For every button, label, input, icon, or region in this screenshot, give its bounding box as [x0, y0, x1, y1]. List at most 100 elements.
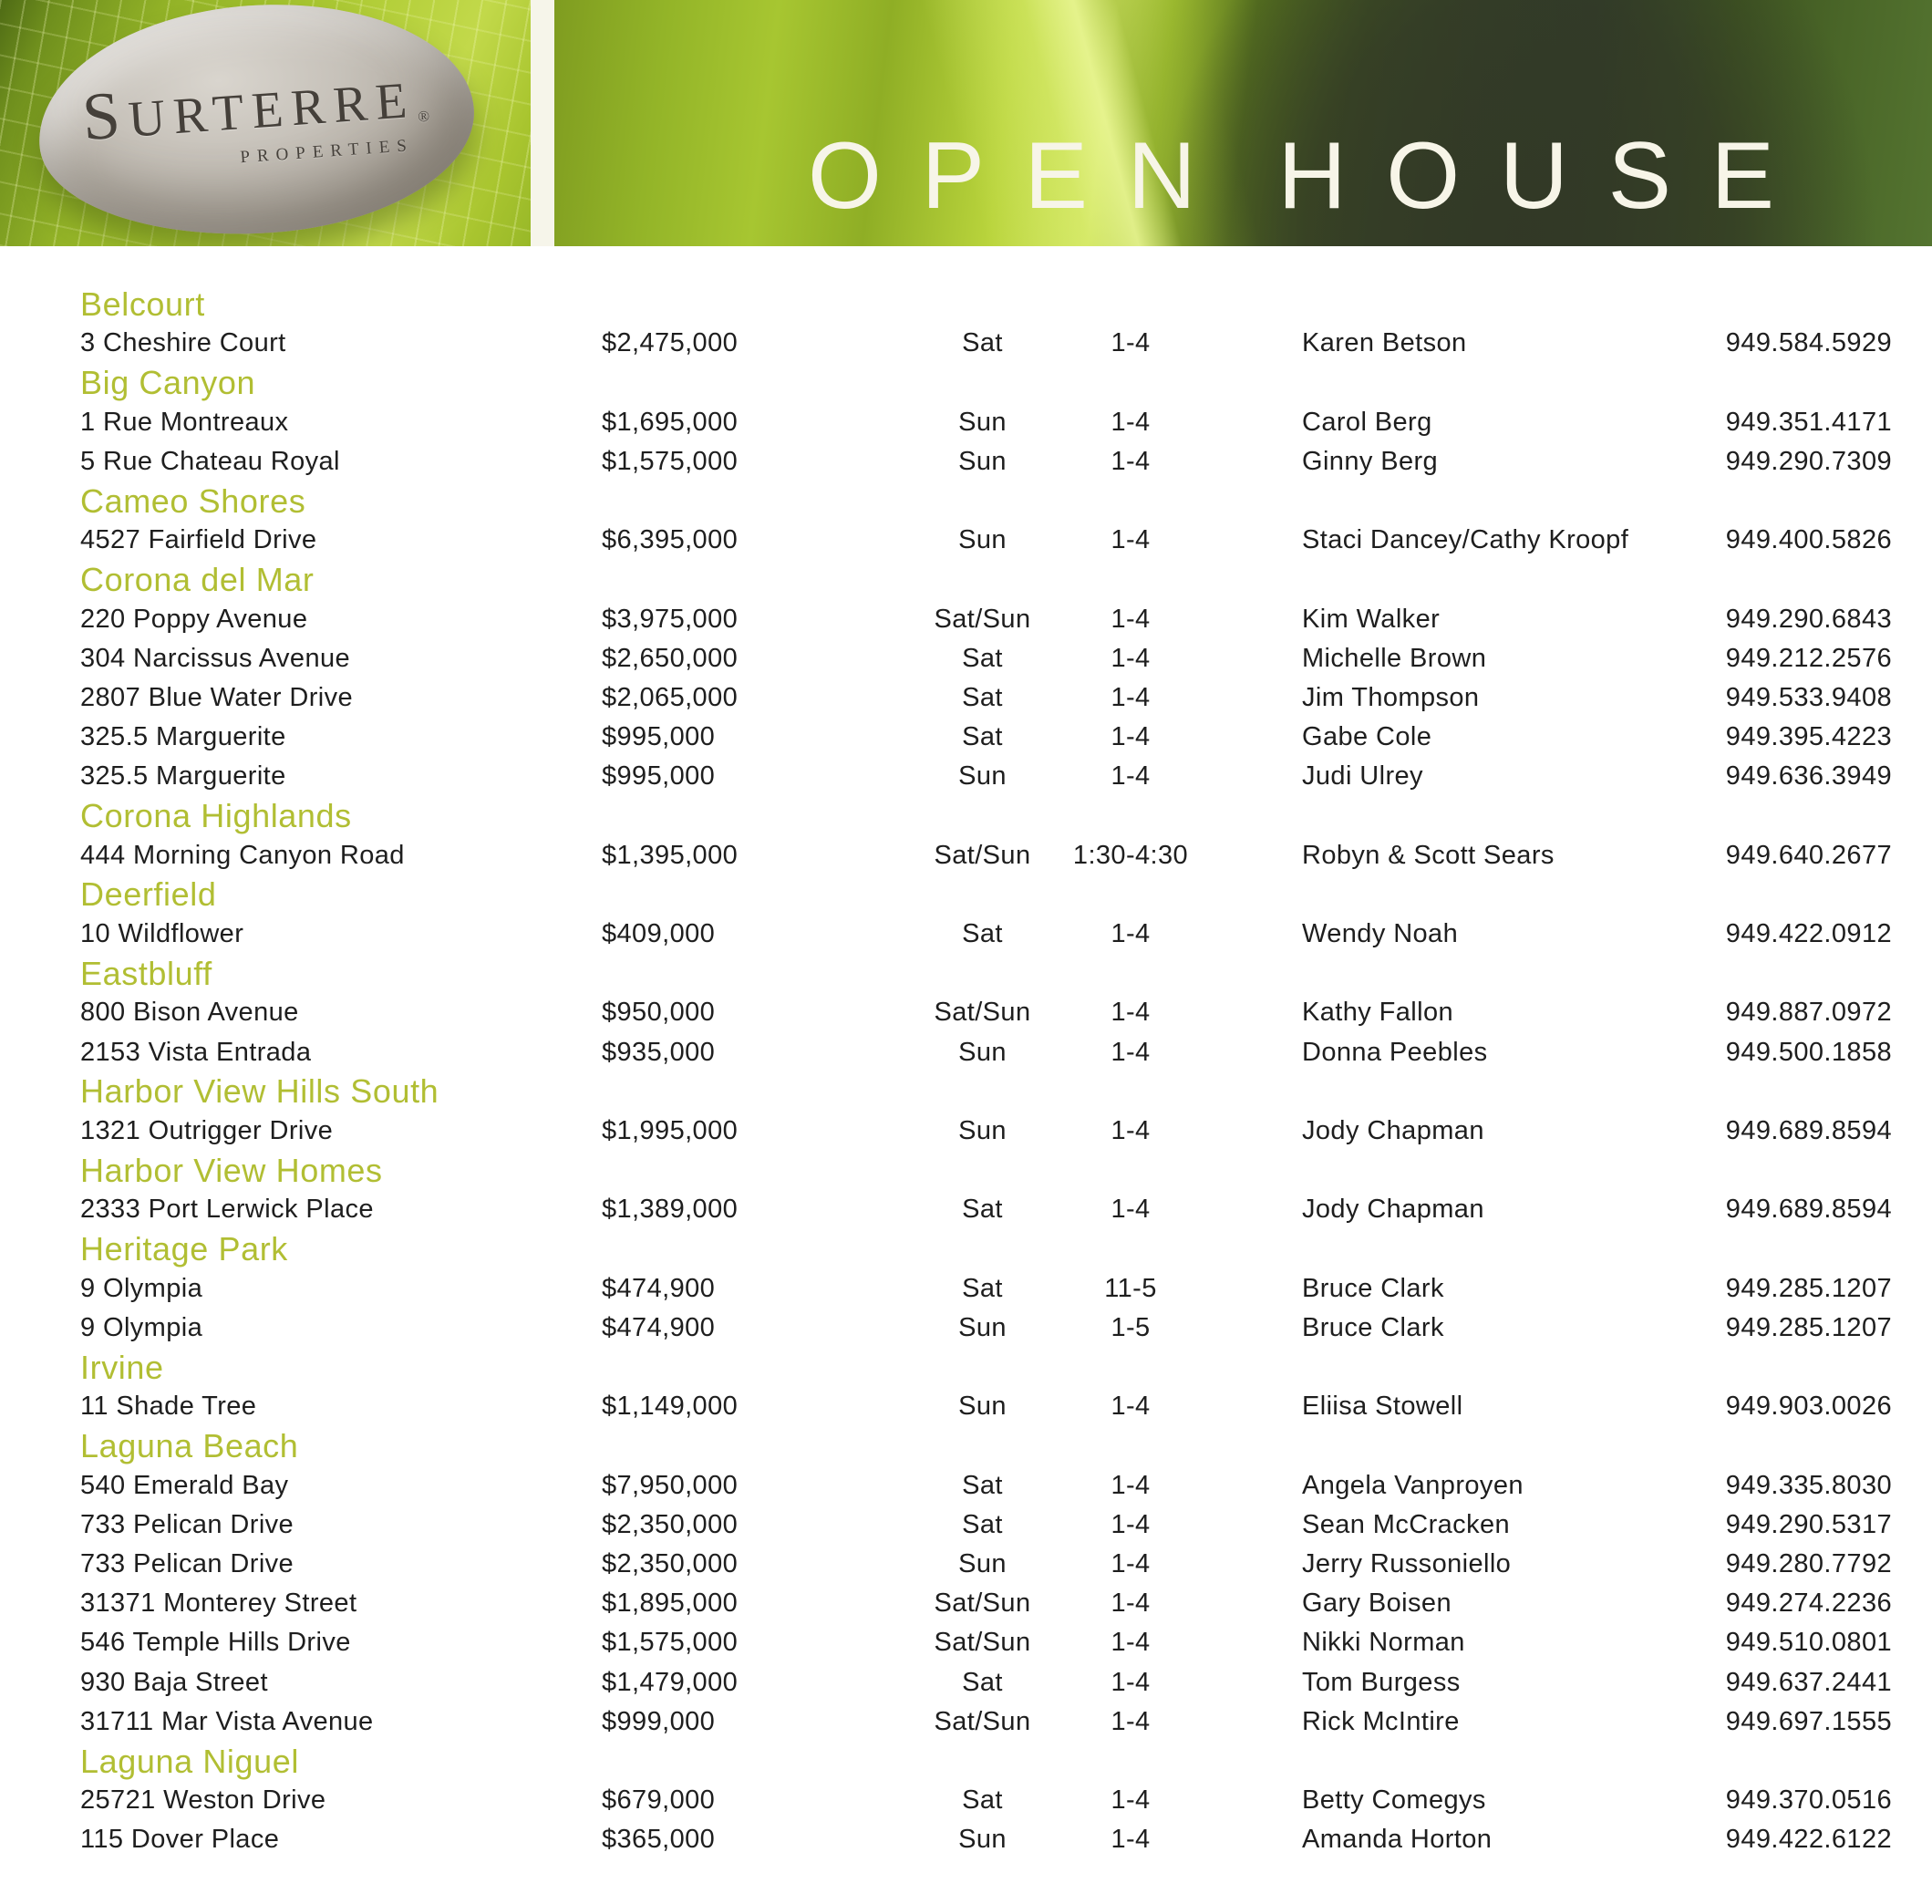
price-cell: $2,650,000: [602, 643, 739, 673]
time-cell: 1-4: [1111, 682, 1151, 712]
price-cell: $474,900: [602, 1273, 716, 1303]
table-row: 325.5 Marguerite $995,000 Sat 1-4 Gabe Cole 9…: [80, 718, 1892, 757]
time-cell: 1-4: [1111, 761, 1151, 792]
agent-cell: Bruce Clark: [1302, 1312, 1444, 1342]
address-cell: 2333 Port Lerwick Place: [80, 1195, 374, 1225]
table-row: 115 Dover Place $365,000 Sun 1-4 Amanda Hort…: [80, 1820, 1892, 1859]
agent-cell: Gabe Cole: [1302, 722, 1432, 752]
title-word-open: OPEN: [808, 123, 1236, 229]
table-row: 1321 Outrigger Drive $1,995,000 Sun 1-4 Jody…: [80, 1112, 1892, 1151]
time-cell: 1-5: [1111, 1312, 1151, 1342]
price-cell: $1,575,000: [602, 446, 739, 476]
table-row: 546 Temple Hills Drive $1,575,000 Sat/Sun 1…: [80, 1623, 1892, 1662]
time-cell: 1-4: [1111, 407, 1151, 437]
phone-cell: 949.290.5317: [1725, 1509, 1892, 1539]
day-cell: Sat/Sun: [934, 1588, 1031, 1619]
price-cell: $1,995,000: [602, 1116, 739, 1146]
time-cell: 1-4: [1111, 1588, 1151, 1619]
brand-rest: URTERRE: [126, 71, 418, 149]
address-cell: 733 Pelican Drive: [80, 1509, 294, 1539]
stone-on-leaf-photo: SURTERRE® PROPERTIES: [0, 0, 531, 246]
day-cell: Sat/Sun: [934, 840, 1031, 870]
agent-cell: Amanda Horton: [1302, 1825, 1493, 1855]
phone-cell: 949.689.8594: [1725, 1116, 1892, 1146]
agent-cell: Betty Comegys: [1302, 1785, 1486, 1816]
phone-cell: 949.500.1858: [1725, 1037, 1892, 1067]
agent-cell: Donna Peebles: [1302, 1037, 1488, 1067]
section-heading: Heritage Park: [80, 1230, 288, 1268]
price-cell: $6,395,000: [602, 525, 739, 555]
phone-cell: 949.689.8594: [1725, 1195, 1892, 1225]
time-cell: 1-4: [1111, 1825, 1151, 1855]
phone-cell: 949.335.8030: [1725, 1470, 1892, 1500]
agent-cell: Michelle Brown: [1302, 643, 1487, 673]
price-cell: $2,475,000: [602, 328, 739, 358]
address-cell: 5 Rue Chateau Royal: [80, 446, 340, 476]
price-cell: $409,000: [602, 919, 716, 949]
price-cell: $995,000: [602, 761, 716, 792]
brand-initial: S: [79, 77, 131, 156]
agent-cell: Karen Betson: [1302, 328, 1467, 358]
price-cell: $1,695,000: [602, 407, 739, 437]
section-heading: Big Canyon: [80, 363, 256, 401]
registered-mark: ®: [417, 107, 430, 126]
table-row: 31711 Mar Vista Avenue $999,000 Sat/Sun 1-4…: [80, 1702, 1892, 1742]
price-cell: $2,350,000: [602, 1549, 739, 1579]
address-cell: 546 Temple Hills Drive: [80, 1628, 351, 1658]
stone-logo: SURTERRE® PROPERTIES: [30, 0, 482, 246]
phone-cell: 949.637.2441: [1725, 1667, 1892, 1697]
table-row: 444 Morning Canyon Road $1,395,000 Sat/Sun…: [80, 836, 1892, 875]
day-cell: Sat: [962, 1667, 1003, 1697]
price-cell: $1,479,000: [602, 1667, 739, 1697]
address-cell: 220 Poppy Avenue: [80, 604, 308, 634]
time-cell: 1-4: [1111, 1392, 1151, 1422]
agent-cell: Jody Chapman: [1302, 1195, 1484, 1225]
time-cell: 1-4: [1111, 1509, 1151, 1539]
price-cell: $679,000: [602, 1785, 716, 1816]
time-cell: 1-4: [1111, 1037, 1151, 1067]
day-cell: Sun: [958, 446, 1007, 476]
open-house-listings: Belcourt 3 Cheshire Court $2,475,000 Sat 1-4…: [80, 285, 1892, 1860]
time-cell: 1-4: [1111, 604, 1151, 634]
price-cell: $1,149,000: [602, 1392, 739, 1422]
price-cell: $1,575,000: [602, 1628, 739, 1658]
phone-cell: 949.510.0801: [1725, 1628, 1892, 1658]
price-cell: $365,000: [602, 1825, 716, 1855]
section-heading: Corona del Mar: [80, 560, 315, 598]
agent-cell: Ginny Berg: [1302, 446, 1439, 476]
day-cell: Sat/Sun: [934, 998, 1031, 1028]
address-cell: 31371 Monterey Street: [80, 1588, 357, 1619]
day-cell: Sun: [958, 407, 1007, 437]
time-cell: 1-4: [1111, 722, 1151, 752]
price-cell: $1,395,000: [602, 840, 739, 870]
address-cell: 9 Olympia: [80, 1312, 203, 1342]
address-cell: 1 Rue Montreaux: [80, 407, 289, 437]
address-cell: 2807 Blue Water Drive: [80, 682, 354, 712]
price-cell: $3,975,000: [602, 604, 739, 634]
day-cell: Sat: [962, 1273, 1003, 1303]
address-cell: 115 Dover Place: [80, 1825, 280, 1855]
phone-cell: 949.290.6843: [1725, 604, 1892, 634]
agent-cell: Gary Boisen: [1302, 1588, 1452, 1619]
price-cell: $1,895,000: [602, 1588, 739, 1619]
agent-cell: Wendy Noah: [1302, 919, 1459, 949]
day-cell: Sat/Sun: [934, 1628, 1031, 1658]
address-cell: 10 Wildflower: [80, 919, 244, 949]
section-heading: Laguna Beach: [80, 1427, 299, 1465]
address-cell: 4527 Fairfield Drive: [80, 525, 317, 555]
leaf-macro-photo: OPEN HOUSE: [554, 0, 1932, 246]
phone-cell: 949.697.1555: [1725, 1706, 1892, 1736]
time-cell: 11-5: [1104, 1273, 1157, 1303]
address-cell: 31711 Mar Vista Avenue: [80, 1706, 374, 1736]
address-cell: 11 Shade Tree: [80, 1392, 257, 1422]
table-row: 1 Rue Montreaux $1,695,000 Sun 1-4 Carol Ber…: [80, 403, 1892, 442]
address-cell: 540 Emerald Bay: [80, 1470, 289, 1500]
phone-cell: 949.887.0972: [1725, 998, 1892, 1028]
table-row: 733 Pelican Drive $2,350,000 Sat 1-4 Sean Mc…: [80, 1506, 1892, 1545]
agent-cell: Carol Berg: [1302, 407, 1432, 437]
time-cell: 1-4: [1111, 1116, 1151, 1146]
section-heading: Laguna Niguel: [80, 1742, 299, 1780]
phone-cell: 949.903.0026: [1725, 1392, 1892, 1422]
day-cell: Sun: [958, 1116, 1007, 1146]
brand-subtitle: PROPERTIES: [239, 136, 415, 168]
